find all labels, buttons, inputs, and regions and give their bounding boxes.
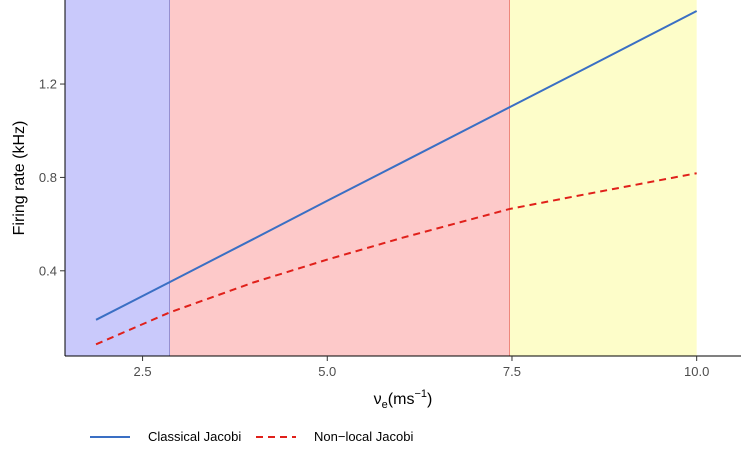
legend-label-2: Non−local Jacobi <box>314 429 413 444</box>
x-tick-label: 7.5 <box>503 364 521 379</box>
series-line-1 <box>95 10 698 321</box>
x-axis-title: νe(ms−1) <box>374 388 433 411</box>
region-band-3 <box>509 0 697 356</box>
axes: 2.5 5.0 7.5 10.0 0.4 0.8 1.2 <box>39 0 741 379</box>
region-band-2 <box>169 0 510 356</box>
legend-label-1: Classical Jacobi <box>148 429 241 444</box>
x-ticks: 2.5 5.0 7.5 10.0 <box>134 356 709 379</box>
y-axis-title: Firing rate (kHz) <box>11 121 28 236</box>
x-axis-title-unit: (ms <box>388 391 415 408</box>
legend: Classical Jacobi Non−local Jacobi <box>90 429 413 444</box>
region-bands <box>65 0 697 356</box>
y-tick-label: 0.8 <box>39 170 57 185</box>
x-axis-title-sub: e <box>382 399 388 411</box>
y-tick-label: 1.2 <box>39 77 57 92</box>
x-tick-label: 10.0 <box>684 364 709 379</box>
x-axis-title-sup: −1 <box>414 388 427 400</box>
series-layer <box>95 10 698 346</box>
region-band-1 <box>65 0 170 356</box>
y-tick-label: 0.4 <box>39 263 57 278</box>
x-axis-title-base: ν <box>374 391 382 408</box>
x-tick-label: 2.5 <box>134 364 152 379</box>
y-ticks: 0.4 0.8 1.2 <box>39 77 65 278</box>
x-axis-title-close: ) <box>427 391 432 408</box>
x-tick-label: 5.0 <box>318 364 336 379</box>
